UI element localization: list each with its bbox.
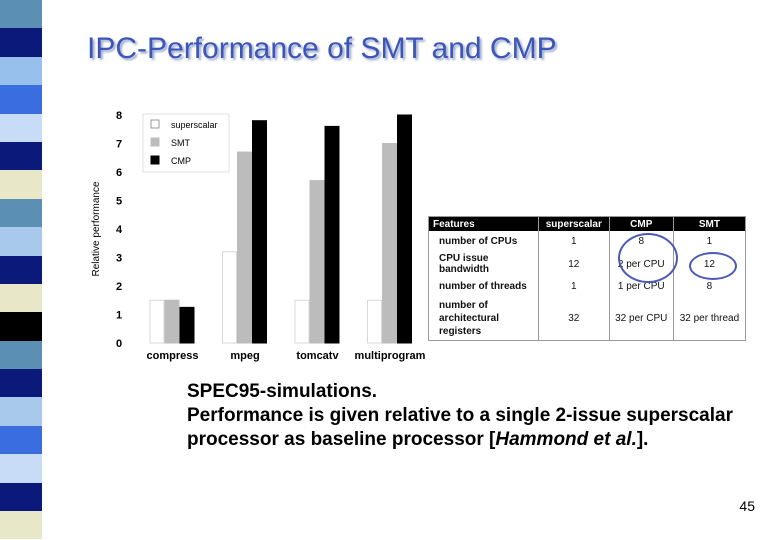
bar-cmp-compress [179,306,195,344]
legend-label-superscalar: superscalar [171,120,218,130]
y-tick-label: 6 [116,167,122,179]
stripe-block [0,141,42,171]
bar-smt-mpeg [237,151,252,344]
stripe-block [0,425,42,455]
bar-superscalar-tomcatv [294,299,310,344]
table-cell: 1 [538,275,610,298]
x-tick-label: multiprogram [355,350,426,362]
stripe-block [0,482,42,512]
highlight-ring-smt-bandwidth [689,252,737,280]
legend-swatch-smt [150,137,160,147]
caption-line-1: SPEC95-simulations. [187,381,378,402]
legend-label-smt: SMT [171,138,191,148]
y-tick-label: 4 [116,224,123,236]
y-tick-label: 7 [116,139,122,151]
stripe-block [0,283,42,313]
bar-superscalar-mpeg [222,251,237,344]
stripe-block [0,0,42,29]
decorative-stripe [0,0,75,540]
table-row-label: CPU issue bandwidth [439,253,489,276]
stripe-block [0,454,42,483]
table-header-cell: SMT [672,216,746,231]
features-header-row: Features superscalar CMP SMT [428,216,746,231]
x-tick-label: compress [147,350,199,362]
stripe-block [0,28,42,57]
stripe-block [0,511,42,540]
stripe-block [0,113,42,142]
table-row-label: number of threads [439,281,527,293]
y-tick-label: 2 [116,281,122,293]
stripe-block [0,340,42,370]
bar-smt-multiprogram [382,143,397,344]
table-header-cell: CMP [608,216,674,231]
x-tick-label: tomcatv [296,350,339,362]
table-cell: 32 per CPU [608,297,674,341]
table-row-label: number of architectural registers [439,300,500,338]
table-row: number of threads 1 1 per CPU 8 [429,275,746,298]
y-axis-label: Relative performance [91,181,102,276]
table-cell: 32 per thread [672,297,746,341]
caption-line-2: Performance is given relative to a singl… [187,405,733,450]
stripe-block [0,312,42,341]
stripe-block [0,397,42,426]
bar-superscalar-multiprogram [367,299,382,344]
caption: SPEC95-simulations. Performance is given… [187,380,747,452]
bar-smt-tomcatv [309,180,325,344]
legend-swatch-cmp [150,155,160,165]
table-cell: 8 [672,275,746,298]
y-tick-label: 3 [116,253,122,265]
bar-cmp-multiprogram [397,114,412,344]
stripe-block [0,85,42,114]
table-row: number of CPUs 1 8 1 [429,231,746,253]
bar-cmp-mpeg [252,120,267,344]
page-number: 45 [739,498,755,514]
legend-swatch-superscalar [150,119,160,129]
y-tick-label: 1 [116,310,122,322]
highlight-ring-cmp-cpus [618,233,678,283]
bar-smt-compress [164,299,180,344]
slide-title: IPC-Performance of SMT and CMP [87,32,557,65]
table-cell: 1 [538,231,610,253]
table-cell: 1 [672,231,746,253]
legend-label-cmp: CMP [171,156,191,166]
performance-bar-chart: 0 1 2 3 4 5 6 7 8 Relative performance compress mpe… [91,110,426,362]
stripe-block [0,255,42,284]
stripe-block [0,170,42,199]
table-header-cell: superscalar [538,216,610,231]
bar-cmp-tomcatv [324,125,340,344]
table-header-cell: Features [428,216,539,231]
y-tick-label: 8 [116,110,122,122]
bar-superscalar-compress [149,299,165,344]
stripe-block [0,198,42,228]
stripe-block [0,369,42,398]
table-cell: 32 [538,297,610,341]
y-tick-label: 5 [116,196,122,208]
table-row: number of architectural registers 32 32 pe… [429,297,746,341]
stripe-block [0,227,42,256]
table-row-label: number of CPUs [439,236,518,248]
y-tick-label: 0 [116,338,122,350]
citation: Hammond et al. [495,429,637,450]
table-cell: 12 [538,252,610,276]
x-tick-label: mpeg [230,350,259,362]
features-table: Features superscalar CMP SMT number of CPUs… [428,216,746,341]
stripe-block [0,56,42,86]
